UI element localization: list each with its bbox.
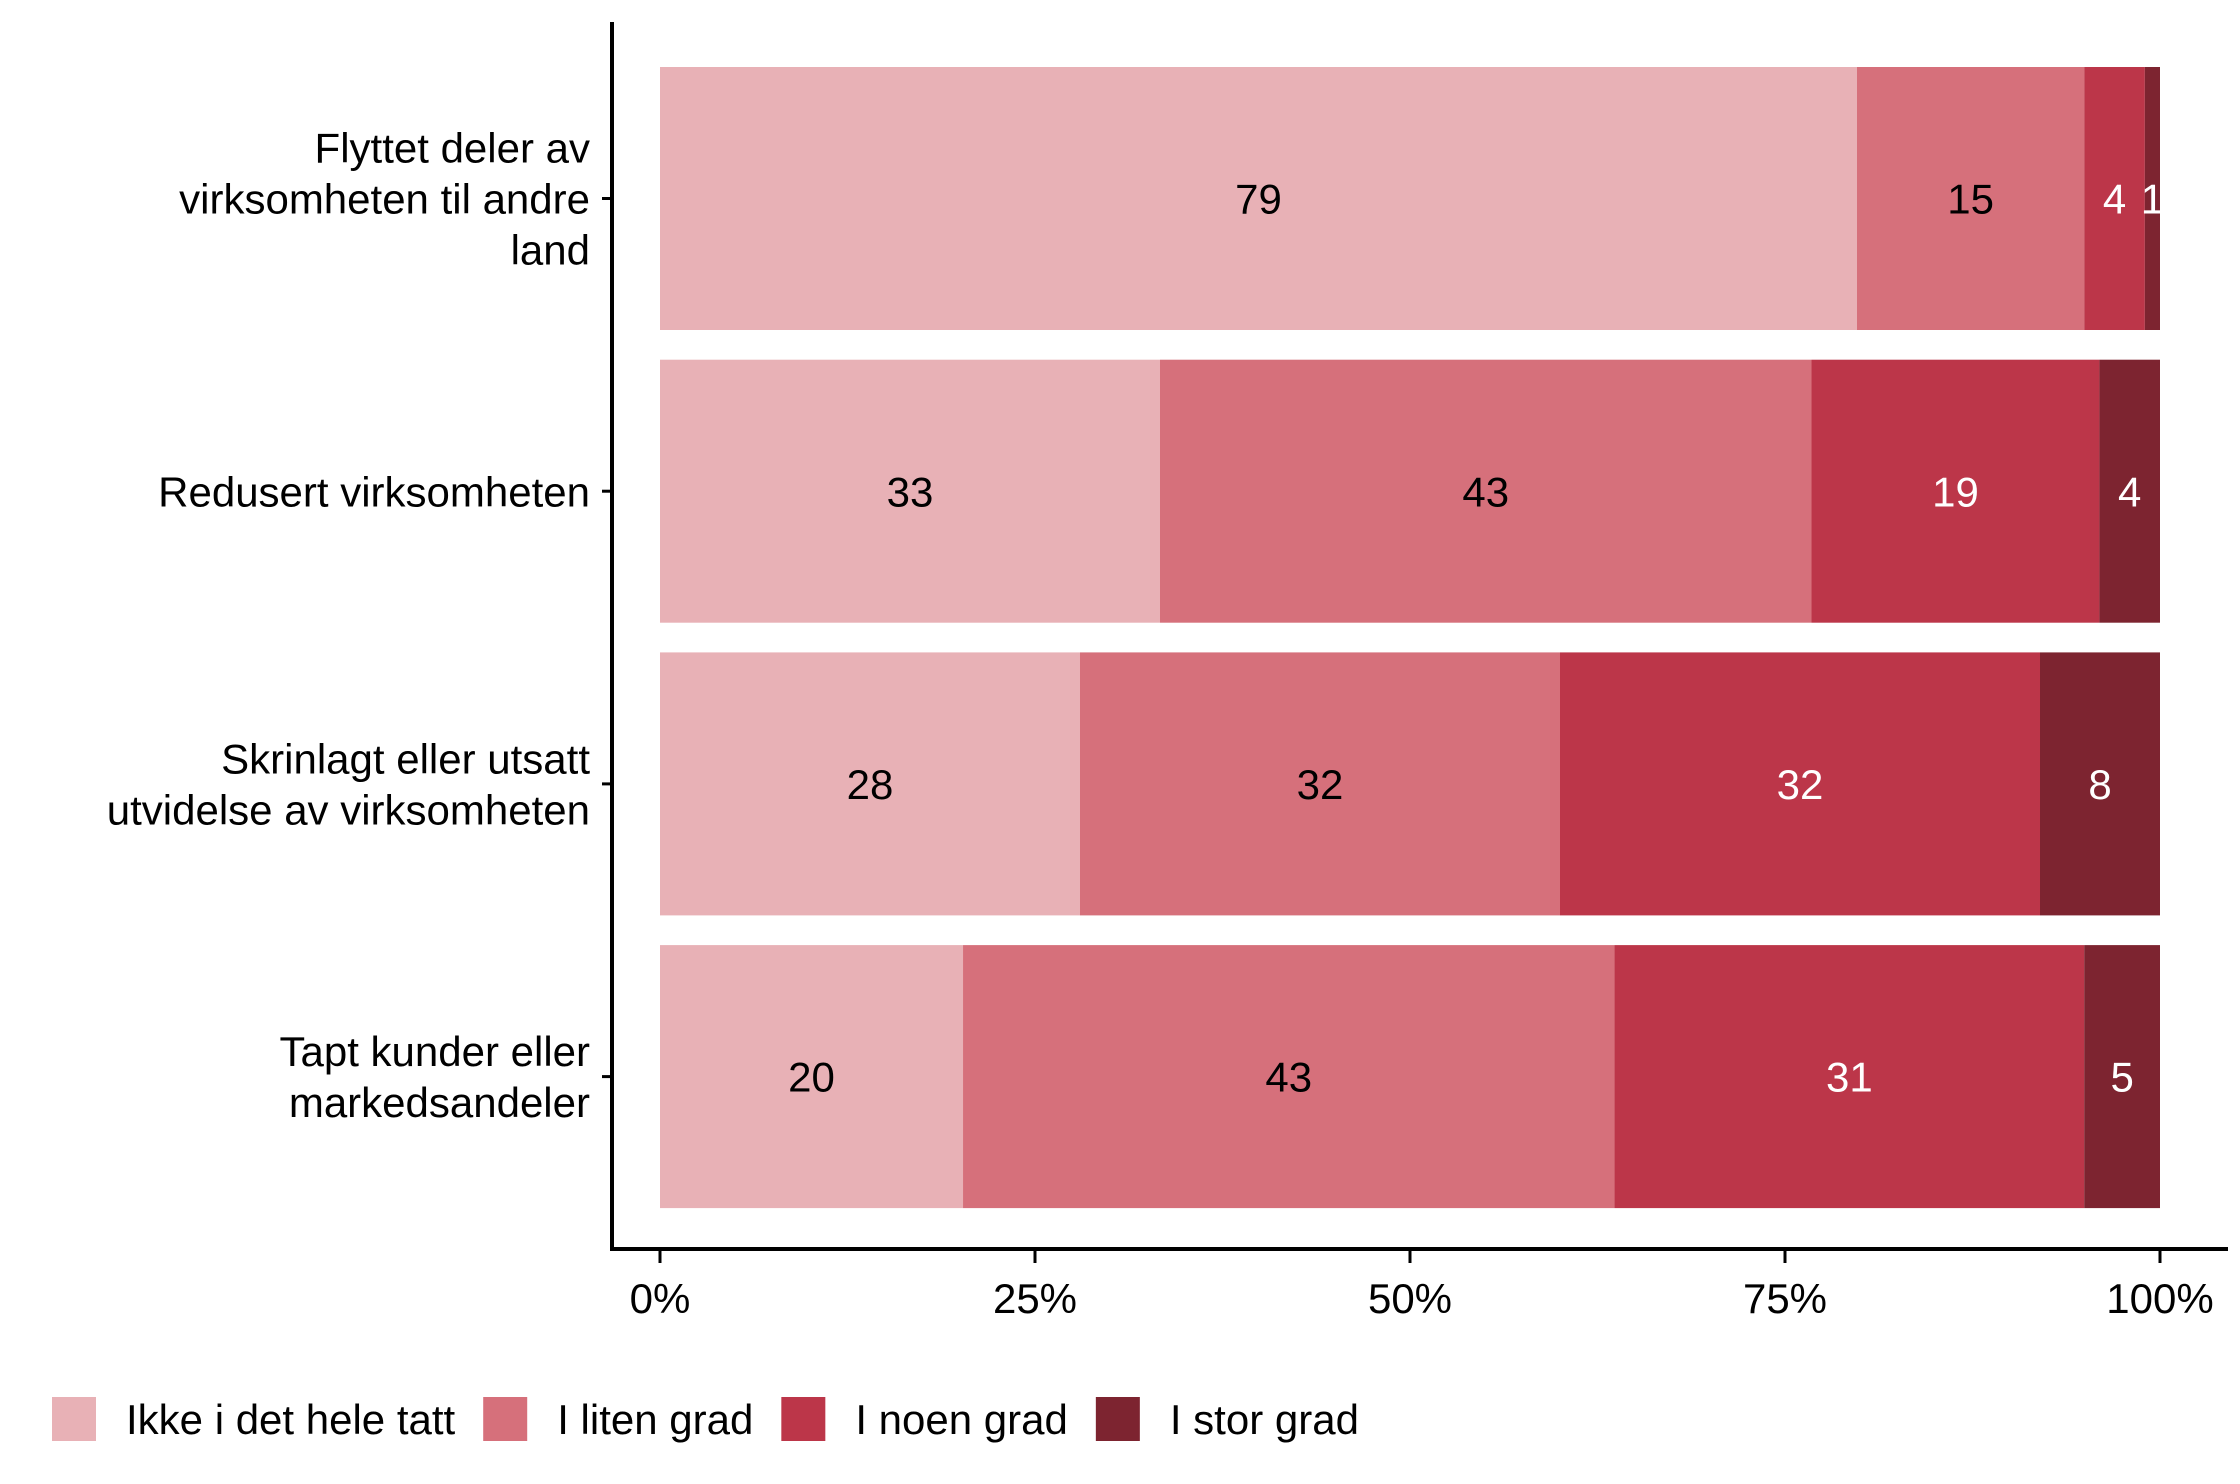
- bar-segment: [1160, 359, 1812, 623]
- legend: Ikke i det hele tatt I liten grad I noen g…: [52, 1396, 1359, 1443]
- y-tick-label: Flyttet deler av: [315, 125, 590, 172]
- data-label: 28: [847, 761, 894, 808]
- data-label: 32: [1777, 761, 1824, 808]
- bar-segment: [1811, 359, 2100, 623]
- data-label: 33: [887, 468, 934, 515]
- bar-segment: [963, 945, 1615, 1209]
- bar-segment: [660, 359, 1160, 623]
- bar-segment: [1856, 67, 2085, 330]
- data-label: 4: [2103, 176, 2126, 223]
- data-label: 31: [1826, 1054, 1873, 1101]
- bar-segment: [2084, 67, 2145, 330]
- data-label: 1: [2141, 176, 2164, 223]
- y-tick-label: utvidelse av virksomheten: [107, 787, 590, 834]
- y-tick-label: Tapt kunder eller: [279, 1028, 590, 1075]
- legend-swatch: [52, 1397, 96, 1441]
- data-label: 43: [1265, 1054, 1312, 1101]
- legend-label: I stor grad: [1170, 1396, 1359, 1443]
- data-label: 43: [1462, 468, 1509, 515]
- bar-segment: [2084, 945, 2160, 1209]
- data-label: 32: [1297, 761, 1344, 808]
- bars-layer: 79 15 4 133 43 19 428 32 32 820 43 31 5: [660, 67, 2164, 1209]
- y-tick-label: Redusert virksomheten: [158, 468, 590, 515]
- bar-segment: [660, 67, 1857, 330]
- x-tick-label: 50%: [1368, 1275, 1452, 1322]
- bar-segment: [2040, 652, 2160, 916]
- legend-swatch: [1095, 1397, 1140, 1441]
- legend-label: I noen grad: [855, 1396, 1068, 1443]
- data-label: 15: [1947, 176, 1994, 223]
- data-label: 4: [2118, 468, 2141, 515]
- bar-segment: [660, 945, 964, 1209]
- bar-segment: [1614, 945, 2085, 1209]
- y-tick-label: land: [511, 227, 590, 274]
- data-label: 8: [2088, 761, 2111, 808]
- x-tick-label: 100%: [2106, 1275, 2213, 1322]
- data-label: 5: [2110, 1054, 2133, 1101]
- y-tick-label: Skrinlagt eller utsatt: [221, 736, 590, 783]
- bar-segment: [2099, 359, 2160, 623]
- data-label: 19: [1932, 468, 1979, 515]
- bar-segment: [2144, 67, 2160, 330]
- legend-swatch: [483, 1397, 528, 1441]
- legend-swatch: [781, 1397, 826, 1441]
- x-axis: 0% 25% 50% 75% 100%: [610, 22, 2228, 1322]
- x-tick-label: 75%: [1743, 1275, 1827, 1322]
- bar-segment: [1080, 652, 1560, 916]
- legend-label: Ikke i det hele tatt: [126, 1396, 456, 1443]
- bar-segment: [660, 652, 1080, 916]
- data-label: 79: [1235, 176, 1282, 223]
- legend-label: I liten grad: [557, 1396, 753, 1443]
- data-label: 20: [788, 1054, 835, 1101]
- bar-segment: [1560, 652, 2040, 916]
- x-tick-label: 0%: [630, 1275, 691, 1322]
- y-tick-label: markedsandeler: [289, 1079, 590, 1126]
- x-tick-label: 25%: [993, 1275, 1077, 1322]
- y-tick-label: virksomheten til andre: [179, 176, 590, 223]
